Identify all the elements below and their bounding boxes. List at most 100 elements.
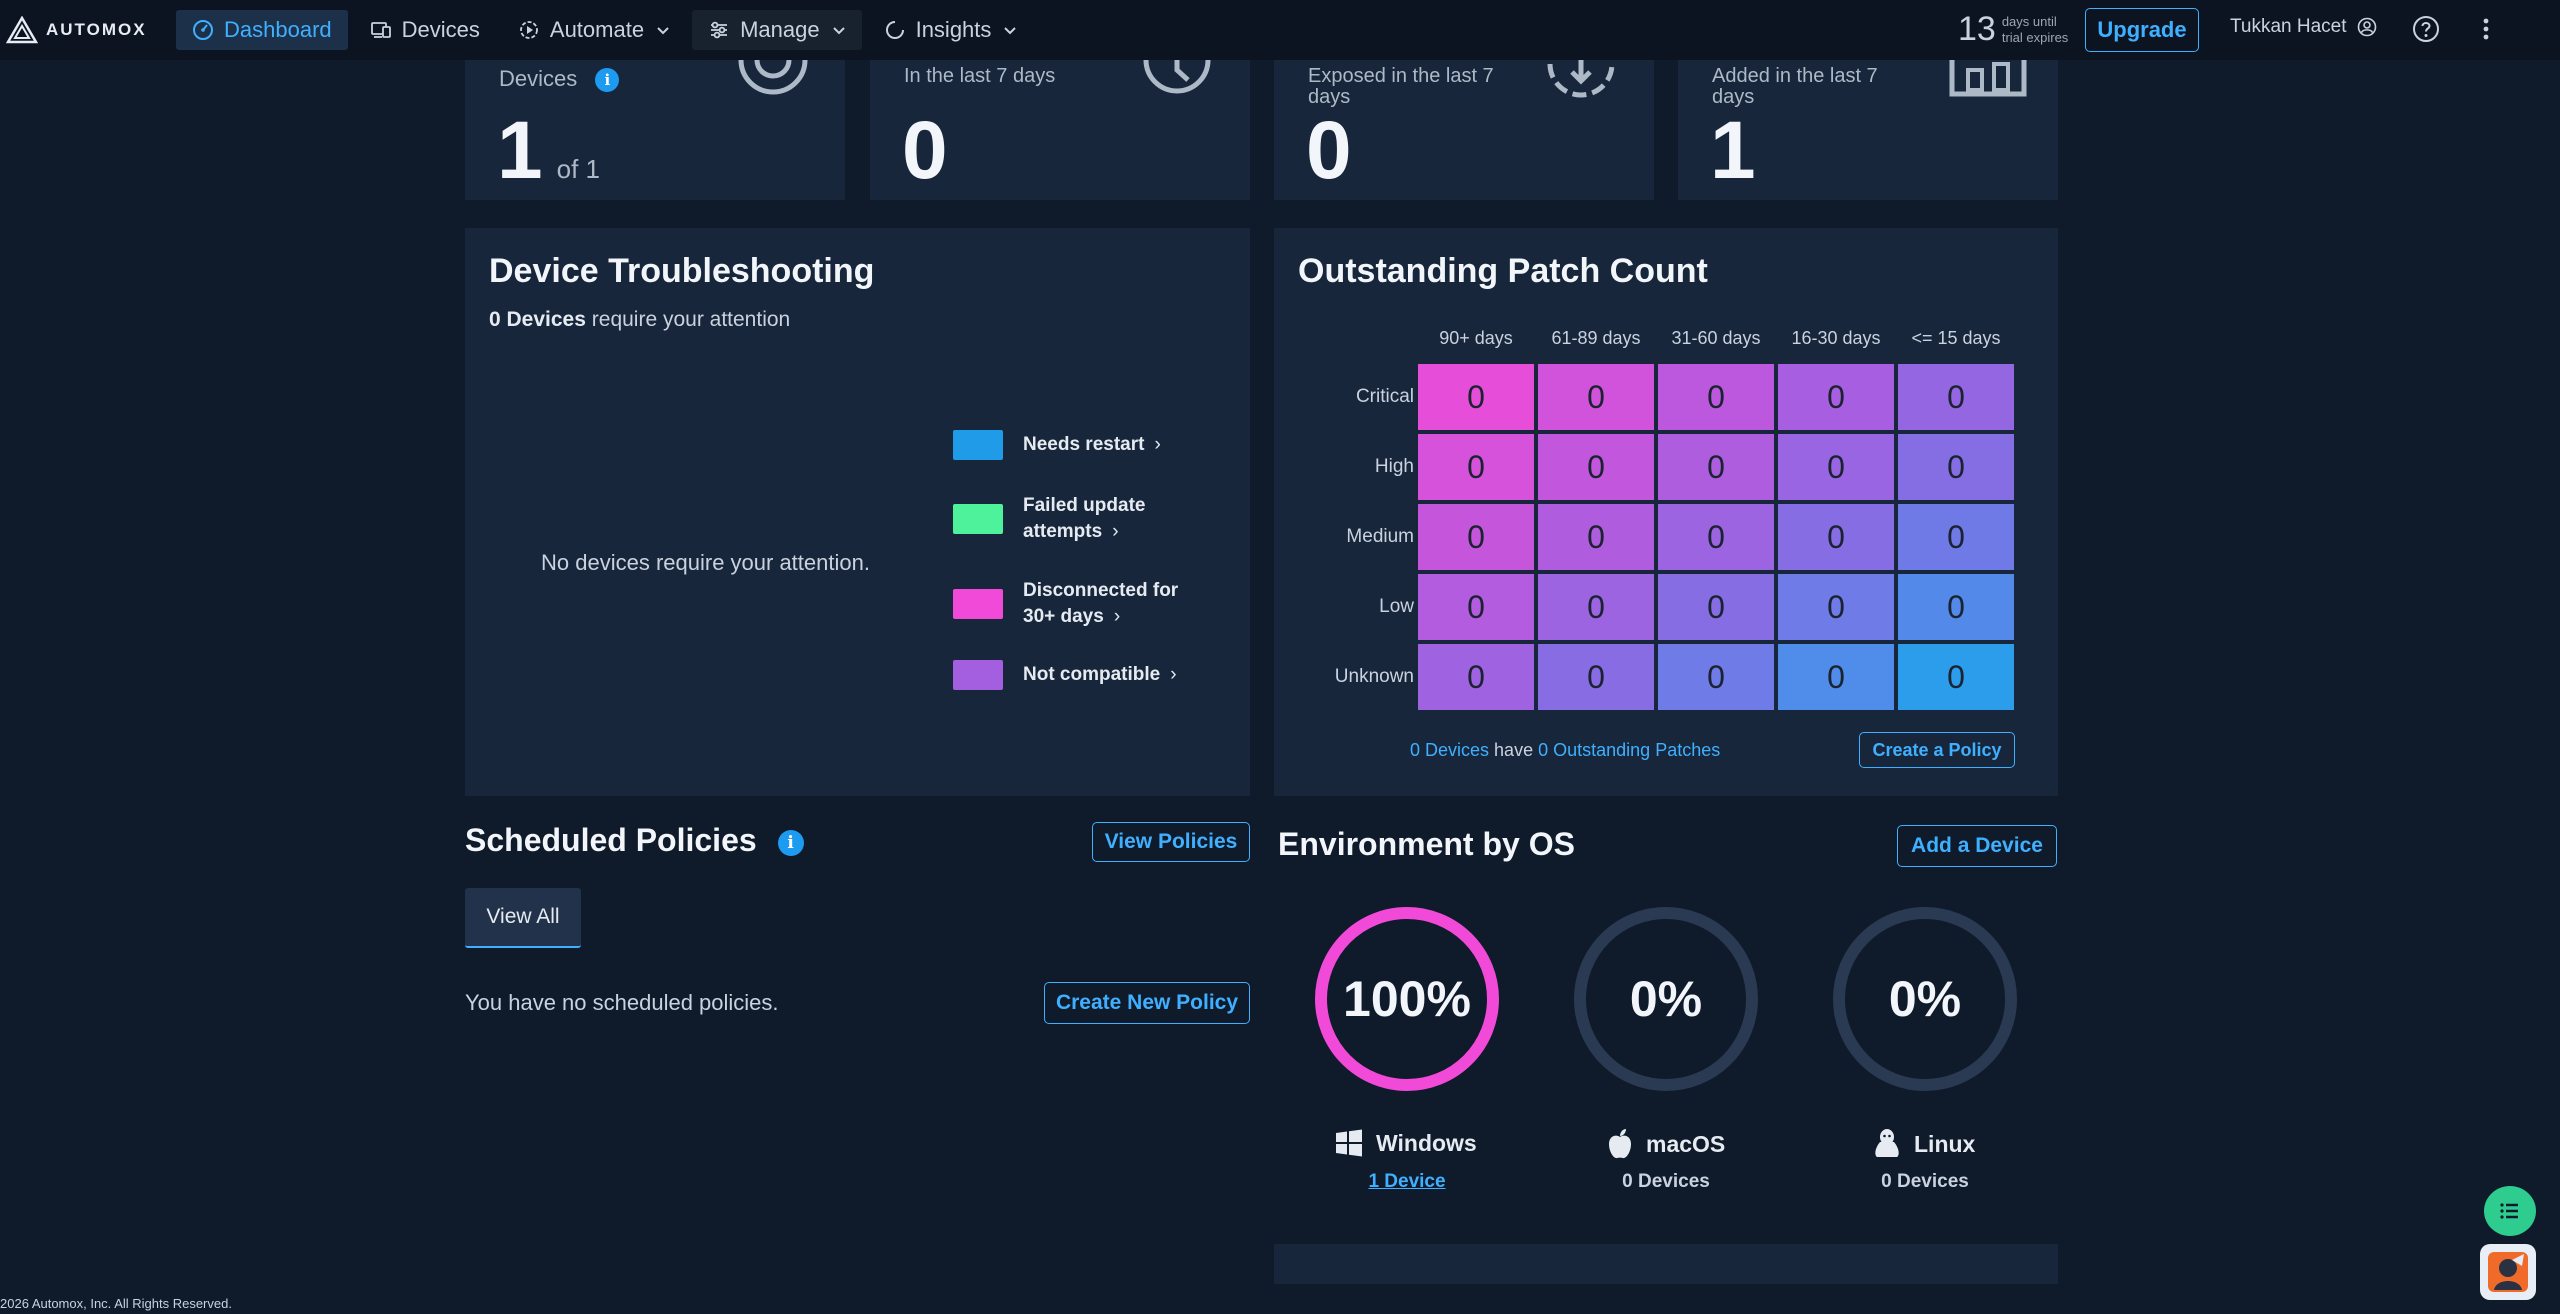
- attention-count: 0 Devices: [489, 308, 586, 331]
- patch-cell[interactable]: 0: [1898, 644, 2014, 710]
- patch-cell[interactable]: 0: [1658, 364, 1774, 430]
- stat-value: 0: [1306, 105, 1352, 196]
- top-nav: AUTOMOX Dashboard Devices Automate: [0, 0, 2560, 60]
- legend-label: Failed update attempts ›: [1023, 493, 1183, 545]
- info-icon[interactable]: i: [777, 829, 804, 856]
- stat-value: 0: [902, 105, 948, 196]
- dashboard-icon: [193, 20, 213, 40]
- assistant-avatar[interactable]: [2480, 1244, 2536, 1300]
- nav-manage[interactable]: Manage: [692, 10, 862, 50]
- patch-cell[interactable]: 0: [1538, 574, 1654, 640]
- stat-card-exposed[interactable]: Exposed in the last 7 days 0: [1274, 60, 1654, 200]
- nav-insights[interactable]: Insights: [868, 10, 1034, 50]
- info-icon[interactable]: i: [595, 68, 620, 93]
- row-header: High: [1374, 456, 1414, 477]
- patch-cell[interactable]: 0: [1538, 504, 1654, 570]
- devices-link[interactable]: 0 Devices: [1410, 740, 1490, 760]
- assistant-avatar-icon: [2488, 1252, 2528, 1292]
- nav-insights-label: Insights: [915, 17, 992, 42]
- target-icon: [738, 60, 808, 95]
- legend-label-text: Disconnected for 30+ days: [1023, 580, 1179, 627]
- nav-devices[interactable]: Devices: [354, 10, 496, 50]
- upgrade-button[interactable]: Upgrade: [2085, 8, 2199, 52]
- footer-copyright: 2026 Automox, Inc. All Rights Reserved.: [0, 1296, 232, 1311]
- os-device-count: 0 Devices: [1881, 1171, 1969, 1192]
- column-header: <= 15 days: [1911, 328, 2001, 348]
- patch-cell[interactable]: 0: [1778, 644, 1894, 710]
- os-device-count-link[interactable]: 1 Device: [1368, 1171, 1446, 1192]
- outstanding-patches-link[interactable]: 0 Outstanding Patches: [1538, 740, 1721, 760]
- patch-cell[interactable]: 0: [1778, 364, 1894, 430]
- legend-needs-restart[interactable]: Needs restart ›: [953, 430, 1183, 460]
- patch-cell[interactable]: 0: [1658, 574, 1774, 640]
- legend-failed-update[interactable]: Failed update attempts ›: [953, 493, 1183, 545]
- patch-cell[interactable]: 0: [1898, 364, 2014, 430]
- legend-disconnected[interactable]: Disconnected for 30+ days ›: [953, 578, 1183, 630]
- patch-cell[interactable]: 0: [1418, 504, 1534, 570]
- automox-logo[interactable]: AUTOMOX: [6, 16, 166, 44]
- column-header: 16-30 days: [1791, 328, 1881, 348]
- automate-icon: [519, 21, 538, 39]
- legend-label-text: Failed update attempts: [1023, 495, 1146, 542]
- insights-icon: [885, 21, 904, 39]
- trial-text-line1: days until: [2001, 13, 2057, 29]
- os-device-count: 0 Devices: [1622, 1171, 1710, 1192]
- list-icon: [2500, 1203, 2518, 1219]
- checklist-button[interactable]: [2484, 1186, 2536, 1236]
- patch-cell[interactable]: 0: [1658, 434, 1774, 500]
- patch-cell[interactable]: 0: [1898, 574, 2014, 640]
- stat-label-text: Devices: [499, 66, 578, 91]
- more-options-icon[interactable]: [2480, 15, 2492, 43]
- apple-icon: [1609, 1129, 1631, 1159]
- os-name-windows: Windows: [1334, 1128, 1477, 1158]
- nav-automate-label: Automate: [549, 17, 645, 42]
- trial-text-line2: trial expires: [2001, 29, 2069, 45]
- patch-cell[interactable]: 0: [1538, 644, 1654, 710]
- legend-swatch: [953, 430, 1003, 460]
- row-header: Critical: [1355, 386, 1414, 407]
- stat-value: 1: [1710, 105, 1756, 196]
- patch-cell[interactable]: 0: [1418, 644, 1534, 710]
- nav-automate[interactable]: Automate: [502, 10, 686, 50]
- chevron-right-icon: ›: [1113, 606, 1121, 627]
- tab-view-all[interactable]: View All: [465, 888, 581, 948]
- stat-card-added[interactable]: Added in the last 7 days 1: [1678, 60, 2058, 200]
- help-icon[interactable]: [2412, 15, 2440, 43]
- patch-cell[interactable]: 0: [1418, 574, 1534, 640]
- patch-cell[interactable]: 0: [1778, 434, 1894, 500]
- stat-label: Devices i: [499, 66, 620, 93]
- user-menu[interactable]: Tukkan Hacet: [2230, 16, 2377, 38]
- add-device-button[interactable]: Add a Device: [1897, 825, 2057, 867]
- stat-value-sub: of 1: [556, 154, 600, 184]
- patch-cell[interactable]: 0: [1658, 644, 1774, 710]
- patch-cell[interactable]: 0: [1418, 434, 1534, 500]
- patch-cell[interactable]: 0: [1538, 434, 1654, 500]
- nav-dashboard-label: Dashboard: [224, 17, 332, 42]
- donut-ring: [1833, 907, 2017, 1091]
- patch-cell[interactable]: 0: [1418, 364, 1534, 430]
- create-new-policy-button[interactable]: Create New Policy: [1044, 982, 1250, 1024]
- patch-cell[interactable]: 0: [1778, 504, 1894, 570]
- nav-manage-label: Manage: [740, 17, 820, 42]
- legend-not-compatible[interactable]: Not compatible ›: [953, 660, 1183, 690]
- stat-card-recent[interactable]: In the last 7 days 0: [870, 60, 1250, 200]
- brand-name: AUTOMOX: [46, 20, 147, 39]
- stat-label: Added in the last 7 days: [1712, 65, 1878, 108]
- patch-cell[interactable]: 0: [1778, 574, 1894, 640]
- stat-card-devices[interactable]: Devices i 1 of 1: [465, 60, 845, 200]
- donut-percent: 100%: [1343, 971, 1471, 1027]
- patch-cell[interactable]: 0: [1898, 434, 2014, 500]
- row-header: Medium: [1346, 526, 1414, 547]
- view-policies-button[interactable]: View Policies: [1092, 822, 1250, 862]
- patch-cell[interactable]: 0: [1898, 504, 2014, 570]
- nav-dashboard[interactable]: Dashboard: [176, 10, 348, 50]
- patch-cell[interactable]: 0: [1538, 364, 1654, 430]
- chevron-down-icon: [657, 27, 669, 35]
- donut-macos: 0%: [1566, 899, 1766, 1099]
- create-policy-button[interactable]: Create a Policy: [1859, 732, 2015, 768]
- attention-text: require your attention: [591, 308, 791, 331]
- legend-swatch: [953, 504, 1003, 534]
- legend-swatch: [953, 660, 1003, 690]
- patch-summary-have: have: [1494, 740, 1534, 760]
- patch-cell[interactable]: 0: [1658, 504, 1774, 570]
